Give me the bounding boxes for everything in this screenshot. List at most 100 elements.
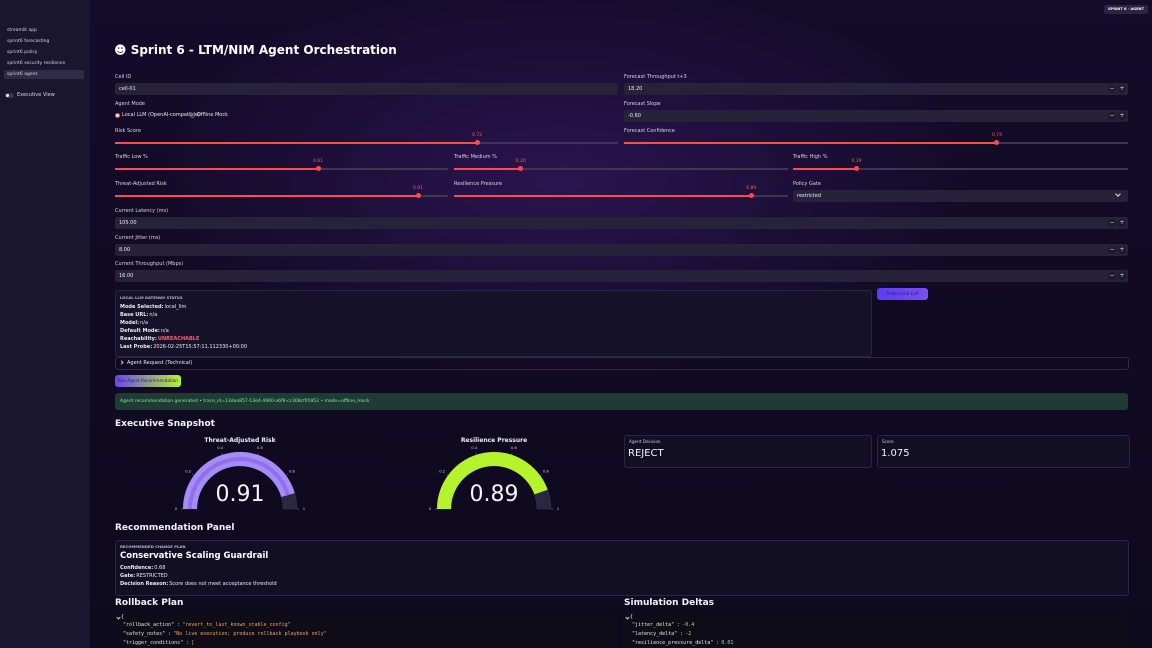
toggle[interactable] <box>5 93 14 98</box>
status-key: Reachability: <box>120 336 157 342</box>
nav-item[interactable]: sprint6 security resilience <box>7 61 66 66</box>
status-value: n/a <box>160 328 169 334</box>
nav-item[interactable]: sprint6 forecasting <box>7 39 50 44</box>
step-plus[interactable]: + <box>1118 246 1126 254</box>
slider-fill <box>115 168 319 170</box>
json-key: "trigger_conditions" <box>123 640 189 646</box>
input-value: -0.60 <box>628 113 641 119</box>
nav-item[interactable]: sprint6 policy <box>7 50 38 55</box>
json-value: -2 <box>685 631 692 637</box>
status-key: Mode Selected: <box>120 304 164 310</box>
slider-knob[interactable] <box>315 166 321 171</box>
gauge-tick-label: 1 <box>557 506 560 511</box>
rec-kicker: RECOMMENDED CHANGE PLAN <box>120 544 186 549</box>
probe-button[interactable]: Probe Local LLM <box>877 288 928 300</box>
rec-key: Decision Reason: <box>120 581 169 587</box>
run-button[interactable]: Run Agent Recommendation <box>115 375 181 387</box>
slider-knob[interactable] <box>474 140 480 145</box>
input-value: 18.20 <box>628 86 643 92</box>
slider-label: Traffic Medium % <box>454 154 497 160</box>
json-value: 0.01 <box>721 640 734 646</box>
expander-label: Agent Request (Technical) <box>127 360 193 366</box>
input-value: cell-01 <box>119 86 136 92</box>
slider-knob[interactable] <box>415 193 421 198</box>
slider-knob[interactable] <box>854 166 860 171</box>
metric-value: 1.075 <box>881 448 910 459</box>
metric-value: REJECT <box>628 448 664 459</box>
nav-item[interactable]: streamlit app <box>7 28 37 33</box>
step-minus[interactable]: − <box>1108 219 1116 227</box>
gauge-tick <box>475 452 477 455</box>
slider-value: 0.72 <box>472 133 483 138</box>
status-heading: LOCAL LLM GATEWAY STATUS <box>120 295 183 300</box>
slider-fill <box>115 142 478 144</box>
input-box[interactable] <box>115 217 1128 229</box>
json-value: -0.4 <box>682 622 695 628</box>
toggle-label: Executive View <box>17 92 55 98</box>
gauge-title: Threat-Adjusted Risk <box>204 437 276 444</box>
gauge-tick <box>192 474 195 476</box>
step-minus[interactable]: − <box>1108 112 1116 120</box>
section-heading: Simulation Deltas <box>624 598 715 608</box>
select-box[interactable] <box>793 190 1128 202</box>
gauge-tick-label: 0.4 <box>471 445 478 450</box>
slider-value: 0.74 <box>991 133 1002 138</box>
step-minus[interactable]: − <box>1108 85 1116 93</box>
gauge-value: 0.89 <box>470 482 519 507</box>
section-heading: Recommendation Panel <box>115 523 235 533</box>
slider-knob[interactable] <box>748 193 754 198</box>
gauge: 0 0.2 0.4 0.6 0.8 1 0.89 <box>429 445 560 511</box>
section-heading: Executive Snapshot <box>115 419 215 429</box>
slider-label: Forecast Confidence <box>624 128 675 134</box>
step-minus[interactable]: − <box>1108 272 1116 280</box>
gauge-tick-label: 0.6 <box>511 445 518 450</box>
slider-value: 0.19 <box>851 159 862 164</box>
input-box[interactable] <box>115 244 1128 256</box>
slider-value: 0.91 <box>413 186 424 191</box>
slider-label: Threat-Adjusted Risk <box>115 181 167 187</box>
slider-track <box>454 168 788 170</box>
gauge-tick-label: 1 <box>303 506 306 511</box>
radio-option: Local LLM (OpenAI-compatible) <box>122 112 200 118</box>
radio-dot[interactable] <box>190 113 195 118</box>
slider-label: Traffic Low % <box>115 154 148 160</box>
input-box[interactable] <box>624 110 1128 122</box>
select-label: Policy Gate <box>793 181 821 187</box>
rec-name: Conservative Scaling Guardrail <box>120 551 269 561</box>
step-plus[interactable]: + <box>1118 112 1126 120</box>
json-value: "revert_to_last_known_stable_config" <box>182 622 291 628</box>
input-value: 8.00 <box>119 247 131 253</box>
status-key: Default Mode: <box>120 328 160 334</box>
radio-dot[interactable] <box>115 113 120 118</box>
json-key: "rollback_action" <box>123 622 180 628</box>
gauge-tick-label: 0.4 <box>217 445 224 450</box>
rec-box <box>115 540 1129 596</box>
json-key: "safety_notes" <box>123 631 171 637</box>
gauge-value: 0.91 <box>216 482 265 507</box>
input-box[interactable] <box>624 83 1128 95</box>
gauge-tick-label: 0 <box>175 506 178 511</box>
slider-knob[interactable] <box>518 166 524 171</box>
input-label: Current Jitter (ms) <box>115 235 161 241</box>
gauge-tick-label: 0.8 <box>289 468 296 473</box>
step-plus[interactable]: + <box>1118 272 1126 280</box>
status-value: n/a <box>140 320 149 326</box>
input-box[interactable] <box>115 270 1128 282</box>
slider-fill <box>624 142 997 144</box>
status-value: 2026-02-25T15:57:11.112330+00:00 <box>153 344 248 350</box>
slider-fill <box>115 195 419 197</box>
step-minus[interactable]: − <box>1108 246 1116 254</box>
nav-item[interactable]: sprint6 agent <box>7 72 38 77</box>
input-box[interactable] <box>115 83 618 95</box>
badge: SPRINT 6 · AGENT <box>1104 5 1148 14</box>
rec-key: Gate: <box>120 573 136 579</box>
expander[interactable] <box>115 357 1129 370</box>
slider-label: Resilience Pressure <box>454 181 503 187</box>
step-plus[interactable]: + <box>1118 85 1126 93</box>
metric-card <box>624 435 872 468</box>
sidebar <box>0 0 90 648</box>
gauge-tick-label: 0.8 <box>543 468 550 473</box>
gauge-bar <box>437 452 548 509</box>
slider-knob[interactable] <box>994 140 1000 145</box>
step-plus[interactable]: + <box>1118 219 1126 227</box>
